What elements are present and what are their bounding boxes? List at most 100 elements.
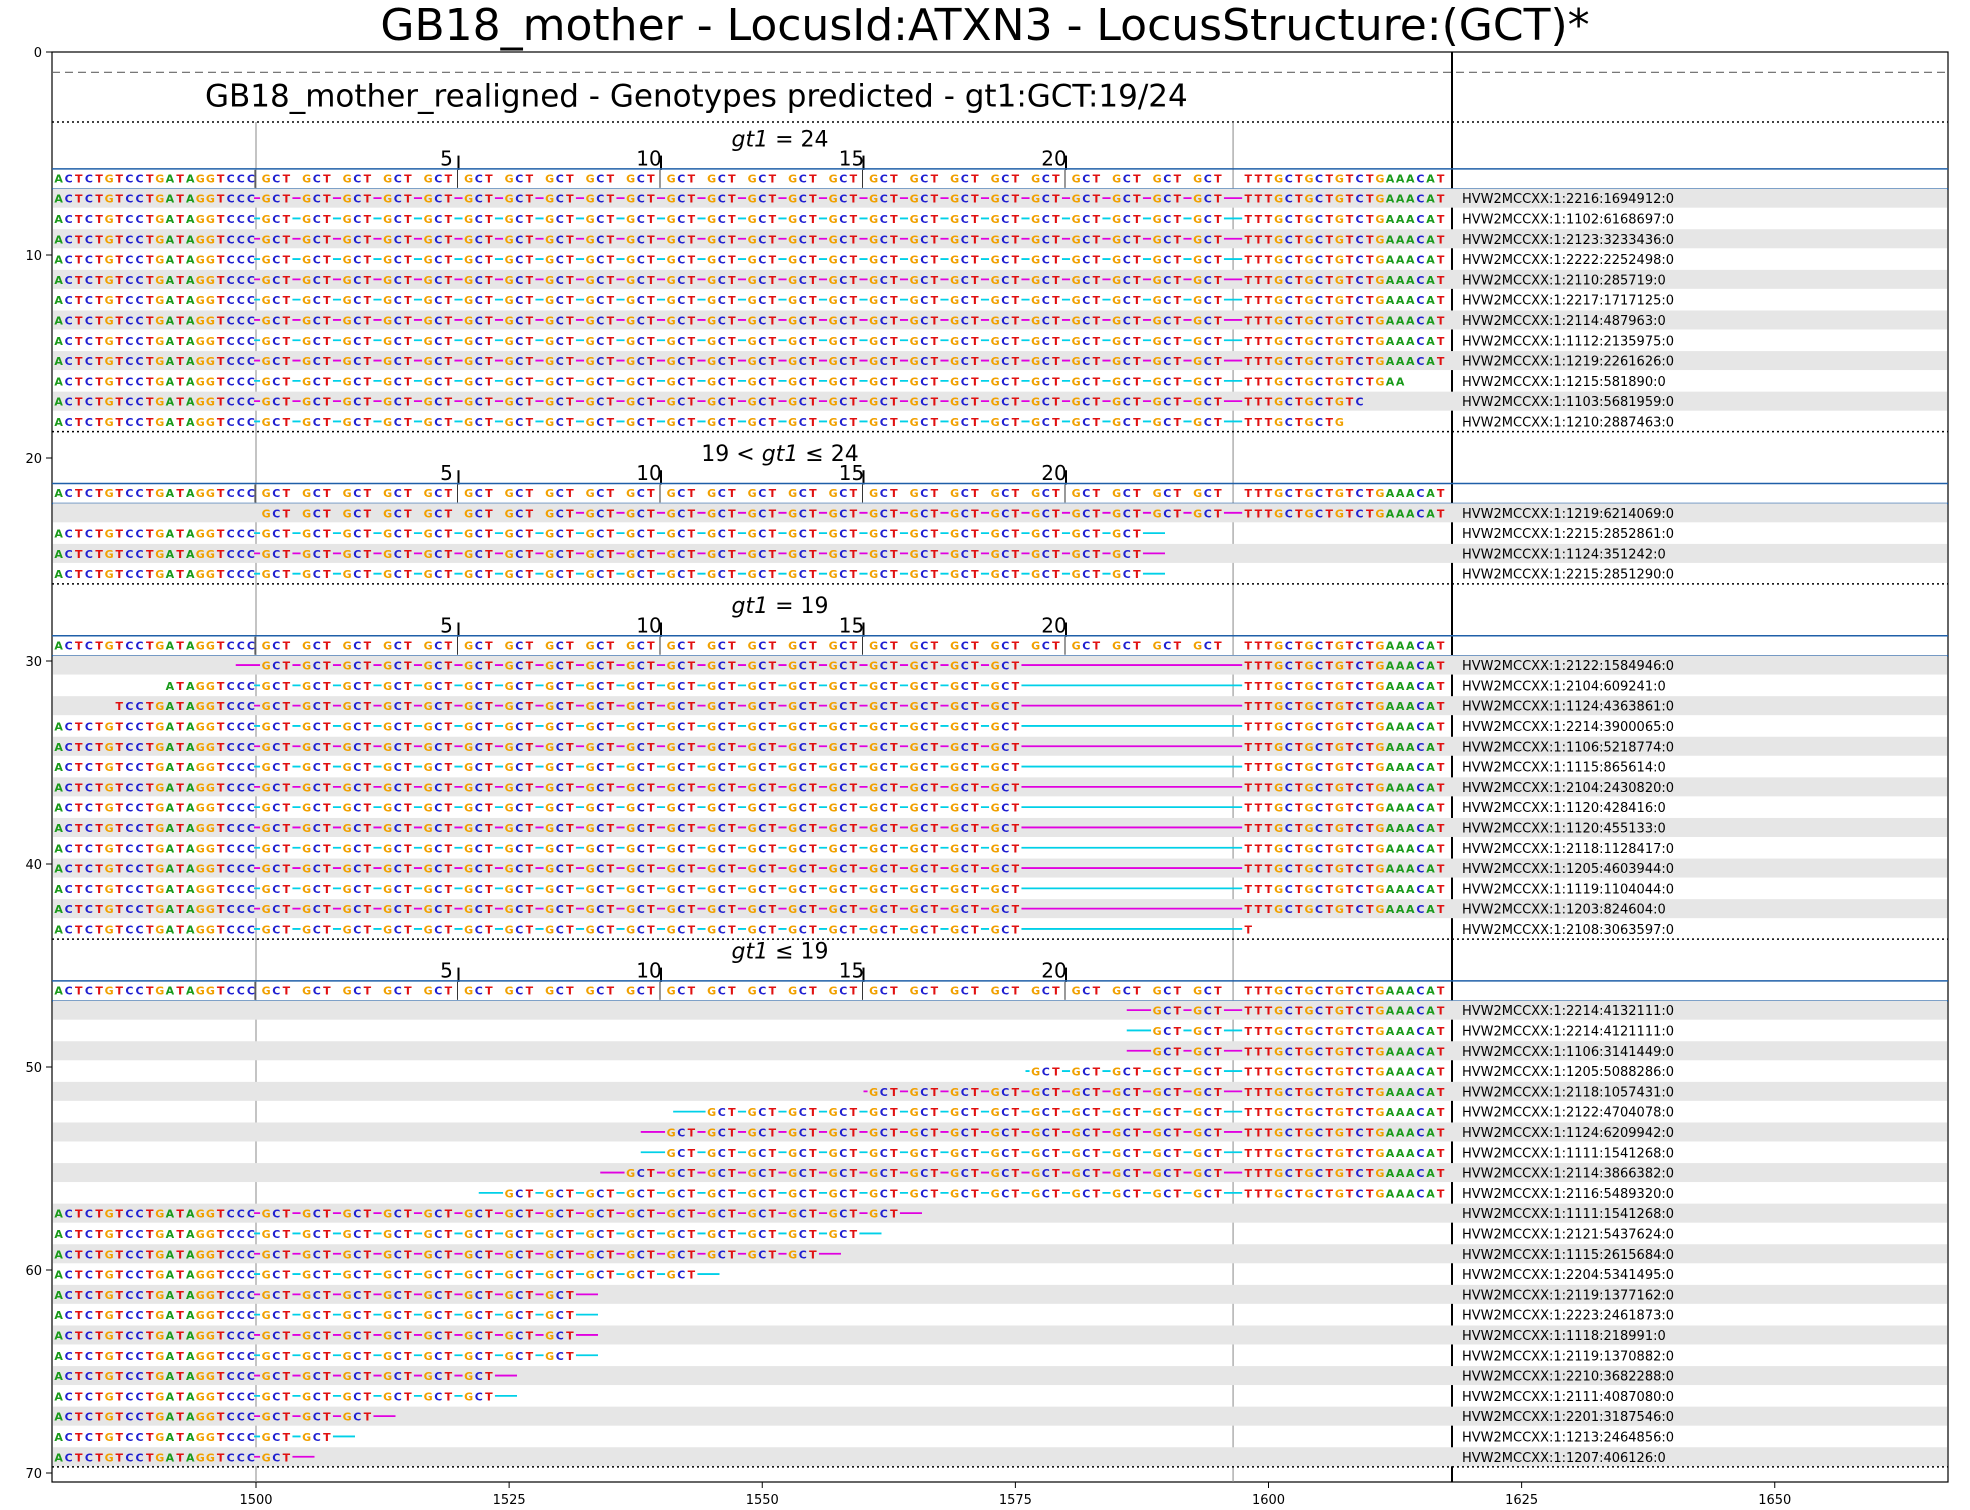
read-base: C [313, 842, 321, 855]
read-base: T [283, 528, 291, 541]
read-base: T [1255, 842, 1263, 855]
read-base: T [1295, 822, 1303, 835]
read-base: T [931, 315, 939, 328]
read-base: C [247, 335, 255, 348]
read-base: G [910, 883, 919, 896]
read-base: C [353, 233, 361, 246]
read-base: G [748, 416, 757, 429]
read-base: T [217, 335, 225, 348]
reference-base: T [1326, 487, 1334, 500]
read-base: G [1274, 700, 1283, 713]
read-base: T [1245, 842, 1253, 855]
read-base: T [1245, 335, 1253, 348]
read-base: A [1386, 1045, 1395, 1058]
read-base: T [1214, 1025, 1222, 1038]
read-base: G [1304, 1025, 1313, 1038]
read-base: T [1295, 903, 1303, 916]
read-base: T [95, 213, 103, 226]
reference-base: G [155, 984, 164, 997]
read-base: T [283, 335, 291, 348]
read-base: C [839, 1147, 847, 1160]
read-base: G [343, 761, 352, 774]
read-base: C [1285, 396, 1293, 409]
read-base: C [1285, 1187, 1293, 1200]
read-base: T [1265, 842, 1273, 855]
read-base: C [1001, 254, 1009, 267]
reference-base: G [1335, 487, 1344, 500]
read-base: G [667, 721, 676, 734]
read-base: C [839, 863, 847, 876]
read-base: T [283, 883, 291, 896]
read-base: A [186, 721, 195, 734]
read-base: T [217, 781, 225, 794]
read-base: T [890, 1187, 898, 1200]
read-base: C [880, 396, 888, 409]
read-base: G [196, 781, 205, 794]
reference-base: C [247, 984, 255, 997]
read-base: T [1133, 1127, 1141, 1140]
read-base: C [394, 315, 402, 328]
read-base: T [688, 1147, 696, 1160]
read-base: G [1193, 213, 1202, 226]
read-base: A [1386, 274, 1395, 287]
read-base: T [1214, 1167, 1222, 1180]
read-base: C [758, 660, 766, 673]
read-base: A [1386, 193, 1395, 206]
read-base: C [799, 1127, 807, 1140]
read-base: C [237, 375, 245, 388]
read-base: T [1326, 700, 1334, 713]
read-base: T [1265, 863, 1273, 876]
read-base: C [353, 507, 361, 520]
read-base: T [890, 802, 898, 815]
reference-base: G [424, 487, 433, 500]
read-base: C [799, 741, 807, 754]
read-base: G [748, 842, 757, 855]
read-base: C [1285, 741, 1293, 754]
read-base: A [1386, 375, 1395, 388]
read-base: C [880, 721, 888, 734]
read-base: G [302, 741, 311, 754]
read-base: C [1285, 660, 1293, 673]
read-base: C [227, 528, 235, 541]
read-base: G [545, 741, 554, 754]
read-base: C [136, 528, 144, 541]
read-base: C [920, 233, 928, 246]
reference-base: G [1112, 984, 1121, 997]
read-base: G [626, 233, 635, 246]
read-base: G [1153, 1147, 1162, 1160]
read-base: T [890, 741, 898, 754]
read-base: C [1163, 1045, 1171, 1058]
read-base: T [75, 528, 83, 541]
read-base: T [283, 375, 291, 388]
read-base: T [1326, 193, 1334, 206]
read-base: T [323, 315, 331, 328]
read-base: T [809, 396, 817, 409]
read-base: T [1214, 294, 1222, 307]
read-base: T [1326, 761, 1334, 774]
read-base: T [1012, 233, 1020, 246]
read-base: T [1295, 1025, 1303, 1038]
read-base: T [1366, 335, 1374, 348]
reference-base: A [1426, 487, 1435, 500]
read-base: G [545, 375, 554, 388]
read-base: G [950, 822, 959, 835]
read-base: A [1406, 294, 1415, 307]
read-base: G [707, 1187, 716, 1200]
read-base: T [1366, 1187, 1374, 1200]
reference-base: G [829, 172, 838, 185]
read-base: G [424, 680, 433, 693]
read-base: T [364, 416, 372, 429]
read-name: HVW2MCCXX:1:2118:1128417:0 [1462, 842, 1674, 857]
read-base: T [566, 548, 574, 561]
read-base: G [707, 903, 716, 916]
x-tick-label: 1650 [1758, 1493, 1791, 1508]
read-base: T [485, 660, 493, 673]
read-base: C [85, 761, 93, 774]
read-base: T [323, 781, 331, 794]
read-base: C [247, 213, 255, 226]
read-base: C [596, 802, 604, 815]
read-base: C [85, 315, 93, 328]
